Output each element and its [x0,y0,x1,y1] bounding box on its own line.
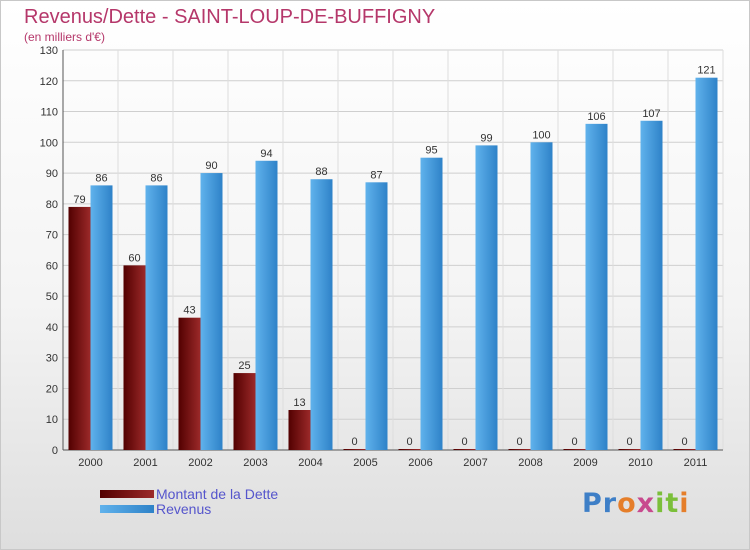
x-tick-label: 2007 [463,457,487,469]
legend-swatch-debt [100,490,154,498]
y-tick-label: 0 [52,445,58,457]
x-tick-label: 2000 [78,457,102,469]
y-tick-label: 100 [40,137,58,149]
y-tick-label: 20 [46,383,58,395]
data-label: 99 [480,132,492,144]
bar-revenus [695,77,718,450]
data-label: 0 [571,436,577,448]
logo-part: Pr [582,488,618,519]
bar-dette [178,317,201,450]
x-tick-label: 2003 [243,457,267,469]
data-label: 25 [238,360,250,372]
y-tick-label: 120 [40,76,58,88]
proxiti-logo: Proxiti [582,488,690,519]
bar-dette [343,449,366,450]
y-tick-label: 70 [46,230,58,242]
data-label: 13 [293,397,305,409]
bar-revenus [200,173,223,451]
data-label: 0 [681,436,687,448]
data-label: 121 [697,65,715,77]
bar-dette [508,449,531,450]
x-tick-label: 2004 [298,457,322,469]
x-tick-label: 2005 [353,457,377,469]
y-tick-label: 40 [46,322,58,334]
bar-dette [288,410,311,450]
bar-revenus [420,157,443,450]
data-label: 90 [205,160,217,172]
data-label: 60 [128,252,140,264]
bar-revenus [90,185,113,450]
bar-dette [563,449,586,450]
legend-swatch-revenus [100,505,154,513]
data-label: 95 [425,145,437,157]
chart-subtitle: (en milliers d'€) [24,30,105,44]
bar-revenus [255,160,278,450]
logo-part: x [636,488,656,519]
logo-part: it [655,488,680,519]
bar-revenus [310,179,333,450]
data-label: 0 [626,436,632,448]
bar-dette [123,265,146,450]
bar-revenus [530,142,553,451]
data-label: 79 [73,194,85,206]
y-tick-label: 110 [40,107,58,119]
y-tick-label: 60 [46,260,58,272]
x-tick-label: 2002 [188,457,212,469]
bar-dette [673,449,696,450]
bar-revenus [365,182,388,451]
y-tick-label: 10 [46,414,58,426]
bar-dette [233,373,256,450]
data-label: 106 [587,111,605,123]
x-tick-label: 2009 [573,457,597,469]
x-tick-label: 2010 [628,457,652,469]
x-tick-label: 2008 [518,457,542,469]
x-tick-label: 2001 [133,457,157,469]
data-label: 107 [642,108,660,120]
data-label: 87 [370,169,382,181]
y-tick-label: 30 [46,353,58,365]
data-label: 0 [461,436,467,448]
chart-title: Revenus/Dette - SAINT-LOUP-DE-BUFFIGNY [24,6,436,28]
data-label: 86 [150,172,162,184]
data-label: 86 [95,172,107,184]
data-label: 88 [315,166,327,178]
bar-revenus [585,123,608,450]
y-tick-label: 90 [46,168,58,180]
bar-revenus [145,185,168,450]
data-label: 0 [406,436,412,448]
bar-dette [618,449,641,450]
y-tick-label: 50 [46,291,58,303]
y-tick-label: 130 [40,45,58,57]
bar-dette [68,206,91,450]
data-label: 100 [532,129,550,141]
data-label: 0 [351,436,357,448]
bar-revenus [640,120,663,451]
data-label: 94 [260,148,272,160]
x-tick-label: 2011 [684,457,708,469]
legend-label-debt: Montant de la Dette [156,486,279,502]
data-label: 0 [516,436,522,448]
logo-part: i [679,488,690,519]
y-tick-label: 80 [46,199,58,211]
legend-label-revenus: Revenus [156,501,212,517]
logo-part: o [617,488,637,519]
data-label: 43 [183,305,195,317]
bar-dette [398,449,421,450]
bar-revenus [475,145,498,450]
bar-dette [453,449,476,450]
x-tick-label: 2006 [408,457,432,469]
